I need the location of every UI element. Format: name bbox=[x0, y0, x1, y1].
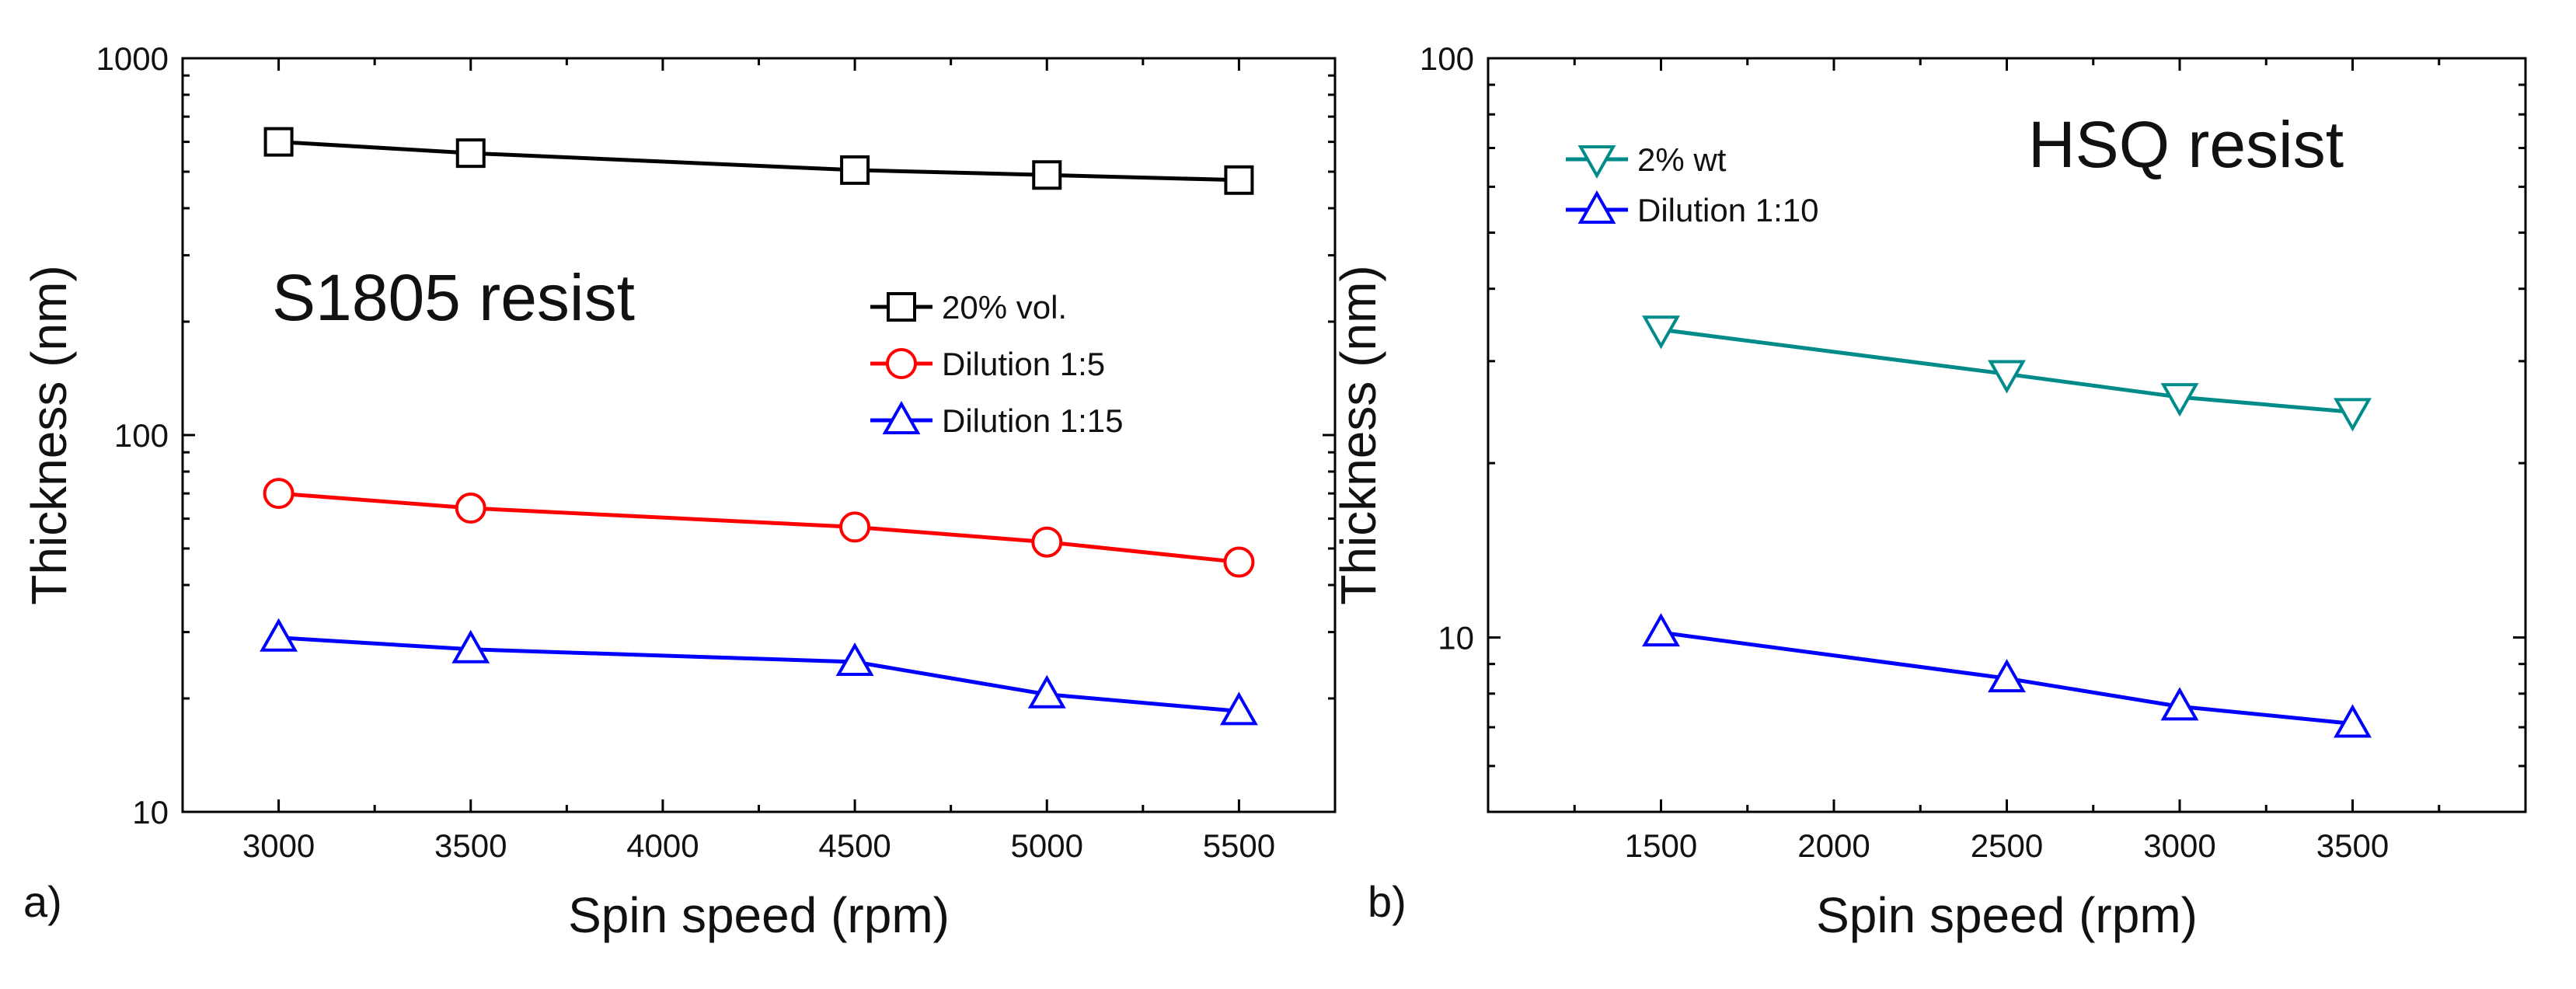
legend-marker bbox=[1577, 190, 1616, 224]
series-line bbox=[1661, 327, 2353, 414]
legend-marker bbox=[886, 348, 917, 379]
x-tick-label: 5000 bbox=[1011, 827, 1083, 864]
data-point bbox=[2334, 704, 2372, 738]
data-point bbox=[835, 642, 874, 676]
data-point bbox=[455, 138, 486, 169]
data-point bbox=[2160, 687, 2199, 721]
x-tick-label: 2500 bbox=[1971, 827, 2043, 864]
data-point bbox=[839, 511, 871, 543]
series-line bbox=[1661, 630, 2353, 726]
data-point bbox=[263, 127, 294, 157]
y-tick-label: 100 bbox=[114, 417, 169, 454]
y-axis-title: Thickness (nm) bbox=[1330, 265, 1386, 604]
x-tick-label: 3000 bbox=[2143, 827, 2215, 864]
y-tick-label: 10 bbox=[1438, 620, 1474, 656]
y-axis-title: Thickness (nm) bbox=[21, 265, 77, 604]
series-dilution-1-15 bbox=[260, 618, 1258, 726]
y-tick-label: 1000 bbox=[96, 40, 169, 77]
data-point bbox=[1642, 315, 1680, 350]
series-2-wt bbox=[1642, 315, 2372, 432]
data-point bbox=[1988, 360, 2026, 394]
data-point bbox=[1224, 165, 1254, 195]
data-point bbox=[1032, 160, 1062, 190]
x-tick-label: 3500 bbox=[2316, 827, 2389, 864]
data-point bbox=[1031, 526, 1063, 558]
chart-annotation: HSQ resist bbox=[2028, 108, 2344, 181]
x-tick-label: 2000 bbox=[1797, 827, 1870, 864]
legend-label: Dilution 1:10 bbox=[1637, 192, 1818, 228]
legend-entry: 2% wt bbox=[1566, 141, 1727, 179]
chart-panel-b: 1500 2000 2500 3000 3500 10 100 Spin speed (rpm… bbox=[1330, 40, 2527, 943]
data-point bbox=[1988, 659, 2026, 693]
legend-entry: Dilution 1:10 bbox=[1566, 190, 1818, 228]
chart-annotation: S1805 resist bbox=[272, 261, 635, 334]
data-point bbox=[2160, 383, 2199, 417]
data-point bbox=[451, 629, 490, 663]
data-point bbox=[840, 155, 870, 185]
legend-entry: 20% vol. bbox=[870, 289, 1067, 326]
series-20-vol- bbox=[263, 127, 1254, 195]
legend-label: 20% vol. bbox=[942, 289, 1067, 326]
legend-label: Dilution 1:5 bbox=[942, 346, 1105, 382]
y-tick-label: 10 bbox=[132, 794, 169, 831]
data-point bbox=[1219, 691, 1258, 726]
panel-label: b) bbox=[1368, 877, 1407, 926]
x-tick-label: 5500 bbox=[1203, 827, 1275, 864]
x-tick-label: 3500 bbox=[434, 827, 507, 864]
series-dilution-1-10 bbox=[1642, 613, 2372, 738]
data-point bbox=[2334, 398, 2372, 432]
legend-marker bbox=[1577, 145, 1616, 179]
data-point bbox=[263, 478, 295, 510]
plot-frame bbox=[181, 57, 1337, 813]
legend-entry: Dilution 1:5 bbox=[870, 346, 1105, 382]
x-tick-label: 3000 bbox=[242, 827, 315, 864]
y-tick-label: 100 bbox=[1420, 40, 1474, 77]
data-point bbox=[1223, 546, 1255, 578]
legend-label: Dilution 1:15 bbox=[942, 402, 1123, 439]
data-point bbox=[1642, 613, 1680, 647]
x-tick-label: 4500 bbox=[818, 827, 891, 864]
x-axis-title: Spin speed (rpm) bbox=[1816, 887, 2198, 943]
legend-label: 2% wt bbox=[1637, 141, 1727, 178]
chart-panel-a: 3000 3500 4000 4500 5000 5500 10 100 1000 Spin sp… bbox=[21, 40, 1337, 943]
x-axis-title: Spin speed (rpm) bbox=[568, 887, 950, 943]
data-point bbox=[455, 493, 486, 524]
series-line bbox=[278, 140, 1239, 183]
data-point bbox=[260, 618, 298, 652]
series-dilution-1-5 bbox=[263, 478, 1255, 578]
series-line bbox=[278, 636, 1239, 713]
legend-marker bbox=[887, 292, 916, 322]
x-tick-label: 4000 bbox=[626, 827, 699, 864]
legend-marker bbox=[882, 400, 921, 434]
data-point bbox=[1027, 674, 1066, 709]
panel-label: a) bbox=[23, 877, 62, 926]
series-line bbox=[278, 491, 1239, 565]
x-tick-label: 1500 bbox=[1625, 827, 1697, 864]
legend-entry: Dilution 1:15 bbox=[870, 400, 1123, 439]
